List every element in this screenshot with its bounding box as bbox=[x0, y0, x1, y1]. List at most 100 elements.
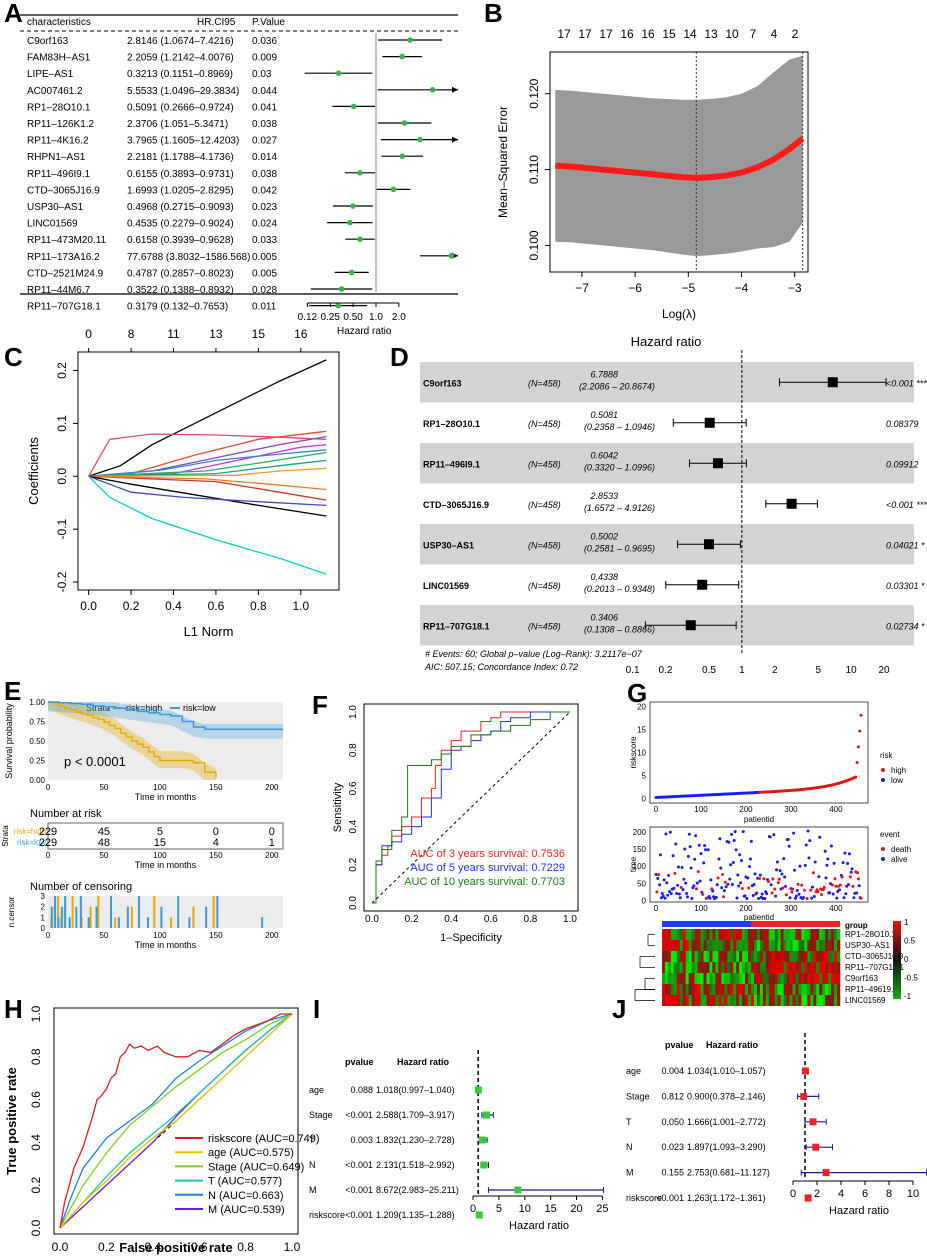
panel-g-heatmap-cell bbox=[795, 973, 799, 984]
panel-g-event-point bbox=[753, 872, 757, 876]
panel-g-event-x-tick: 400 bbox=[829, 904, 843, 913]
panel-a-tick-label: 0.50 bbox=[343, 312, 363, 323]
panel-g-color-scale bbox=[893, 921, 901, 999]
panel-i-row-hrci: 1.832(1.230–2.728) bbox=[376, 1135, 455, 1145]
panel-g-heatmap-cell bbox=[688, 962, 692, 973]
panel-i-row-pvalue: <0.001 bbox=[345, 1210, 373, 1220]
panel-g-risk-y-tick: 10 bbox=[637, 749, 646, 758]
panel-g-heatmap-cell bbox=[828, 940, 832, 951]
panel-g-heatmap-cell bbox=[768, 940, 773, 951]
panel-g-risk-y-tick: 20 bbox=[637, 703, 646, 712]
panel-g-heatmap-cell bbox=[783, 984, 787, 995]
panel-g-risk-point bbox=[859, 713, 863, 717]
panel-g-heatmap-cell bbox=[783, 995, 787, 1006]
panel-h-legend-entry: riskscore (AUC=0.749) bbox=[208, 1133, 320, 1145]
panel-i-row-hrci: 1.209(1.135–1.288) bbox=[376, 1210, 455, 1220]
panel-j-row-hrci: 2.753(0.681–11.127) bbox=[687, 1168, 770, 1178]
panel-h-x-tick-label: 0.8 bbox=[237, 1240, 254, 1254]
panel-g-event-point bbox=[777, 877, 781, 881]
panel-d-row-name: RP11–707G18.1 bbox=[423, 621, 490, 631]
panel-g-heatmap-cell bbox=[837, 973, 841, 984]
panel-g-heatmap-cell bbox=[837, 951, 841, 962]
panel-g-heatmap-cell bbox=[792, 929, 796, 940]
panel-g-heatmap-cell bbox=[733, 984, 737, 995]
panel-g-heatmap-cell bbox=[828, 962, 832, 973]
panel-g-heatmap-cell bbox=[742, 951, 746, 962]
panel-g-heatmap-cell bbox=[724, 962, 728, 973]
panel-g-event-point bbox=[783, 875, 787, 879]
panel-g-heatmap-cell bbox=[721, 984, 725, 995]
panel-g-heatmap-cell bbox=[807, 951, 811, 962]
panel-e-risk-value: 229 bbox=[39, 826, 57, 838]
panel-g-event-point bbox=[674, 842, 678, 846]
panel-e-risk-x-tick: 100 bbox=[153, 851, 167, 860]
panel-g-event-point bbox=[781, 886, 785, 890]
panel-g-heatmap-cell bbox=[756, 995, 761, 1006]
panel-g-heatmap-cell bbox=[780, 984, 784, 995]
panel-a-row-name: RP1–28O10.1 bbox=[27, 102, 91, 113]
panel-e-y-label: Survival probability bbox=[4, 703, 14, 779]
panel-d-tick-label: 0.2 bbox=[659, 665, 673, 676]
panel-i-tick-label: 15 bbox=[545, 1203, 557, 1215]
panel-a-row-hrci: 2.2059 (1.2142–4.0076) bbox=[127, 53, 234, 64]
panel-f-x-tick-label: 0.8 bbox=[523, 914, 537, 925]
panel-a-col-header: characteristics bbox=[27, 17, 91, 28]
panel-i-row-name: Stage bbox=[309, 1110, 333, 1120]
panel-g-event-y-tick: 100 bbox=[633, 862, 647, 871]
panel-a-row-name: USP30–AS1 bbox=[27, 202, 84, 213]
panel-g-heatmap-cell bbox=[700, 940, 704, 951]
panel-g-heatmap-cell bbox=[727, 929, 731, 940]
panel-g-heatmap-cell bbox=[795, 962, 799, 973]
panel-c-x-tick-label: 0.2 bbox=[123, 599, 140, 613]
panel-g-heatmap-cell bbox=[765, 929, 770, 940]
panel-g-event-point bbox=[669, 892, 673, 896]
panel-g-heatmap-cell bbox=[831, 995, 835, 1006]
panel-g-heatmap-cell bbox=[759, 973, 764, 984]
panel-e-risk-value: 5 bbox=[157, 826, 163, 838]
panel-c-y-tick-label: 0.2 bbox=[55, 362, 69, 379]
panel-g-event-point bbox=[737, 884, 741, 888]
panel-g-heatmap-cell bbox=[703, 951, 707, 962]
panel-g-scale-tick: 0 bbox=[904, 955, 909, 964]
panel-g-event-point bbox=[730, 832, 734, 836]
panel-g-heatmap-cell bbox=[768, 929, 773, 940]
panel-e-risk-value: 15 bbox=[154, 837, 166, 849]
panel-g-heatmap-cell bbox=[730, 940, 734, 951]
panel-g-heatmap-cell bbox=[691, 929, 695, 940]
panel-g-event-point bbox=[791, 887, 795, 891]
panel-f-y-tick-label: 1.0 bbox=[348, 705, 359, 719]
panel-g-event-legend-death: death bbox=[891, 845, 911, 854]
panel-g-heatmap-cell bbox=[822, 951, 826, 962]
panel-f-legend-entry: AUC of 5 years survival: 0.7229 bbox=[410, 862, 565, 874]
panel-g-heatmap-cell bbox=[682, 962, 687, 973]
panel-g-event-point bbox=[786, 837, 790, 841]
panel-g-event-point bbox=[831, 892, 835, 896]
panel-g-heatmap-cell bbox=[709, 984, 713, 995]
panel-g-event-point bbox=[692, 884, 696, 888]
panel-label-F: F bbox=[312, 690, 328, 720]
panel-d-tick-label: 20 bbox=[878, 665, 890, 676]
panel-g-event-point bbox=[663, 896, 667, 900]
panel-g-risk-y-label: riskscore bbox=[629, 736, 638, 769]
panel-g-heatmap-cell bbox=[694, 951, 698, 962]
panel-i-row-pvalue: <0.001 bbox=[345, 1160, 373, 1170]
panel-g-heatmap-cell bbox=[676, 929, 681, 940]
panel-a-hr-point bbox=[407, 37, 413, 43]
panel-g-heatmap-cell bbox=[792, 962, 796, 973]
panel-g-heatmap-cell bbox=[709, 973, 713, 984]
panel-g-heatmap-cell bbox=[789, 973, 793, 984]
panel-g-event-point bbox=[813, 860, 817, 864]
panel-i-row-name: age bbox=[309, 1085, 324, 1095]
panel-g-heatmap-cell bbox=[715, 995, 719, 1006]
panel-e-censor-y-tick: 0 bbox=[41, 924, 46, 933]
panel-h-x-tick-label: 0.0 bbox=[52, 1240, 69, 1254]
panel-f-x-tick-label: 0.0 bbox=[365, 914, 379, 925]
panel-c-top-tick-label: 15 bbox=[252, 327, 266, 341]
panel-g-heatmap-cell bbox=[670, 940, 675, 951]
panel-g-event-point bbox=[822, 885, 826, 889]
panel-g-event-point bbox=[736, 873, 740, 877]
panel-d-row-n: (N=458) bbox=[528, 621, 561, 631]
panel-g-heatmap-cell bbox=[786, 951, 790, 962]
panel-a-row-name: CTD–2521M24.9 bbox=[27, 268, 104, 279]
panel-d-tick-label: 0.1 bbox=[626, 665, 640, 676]
